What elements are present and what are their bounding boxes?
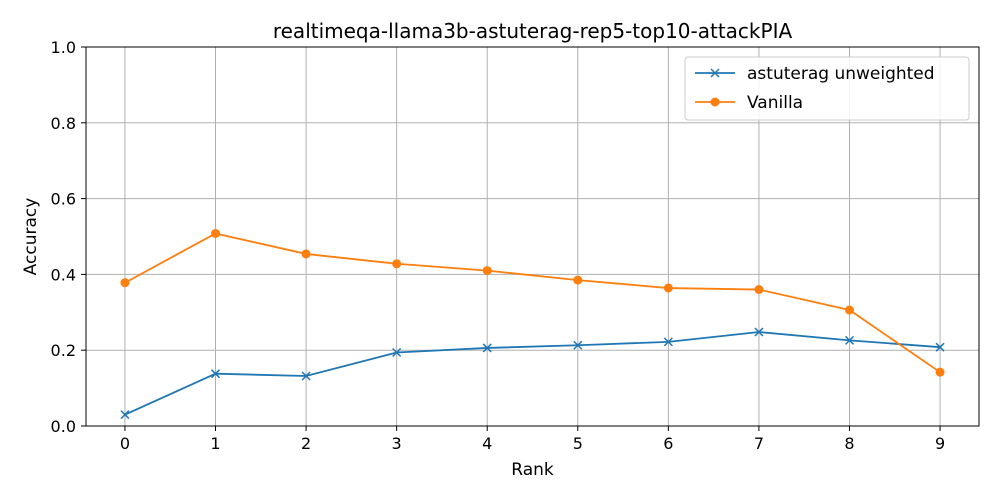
data-point <box>211 228 221 238</box>
data-point <box>120 410 130 420</box>
data-point <box>573 275 583 285</box>
series-1 <box>120 228 945 377</box>
series-layer <box>120 228 945 420</box>
x-tick-label: 4 <box>482 434 492 453</box>
x-tick-label: 6 <box>663 434 673 453</box>
plot-frame <box>85 46 980 427</box>
legend-label: Vanilla <box>747 93 803 113</box>
y-tick-label: 1.0 <box>51 38 76 57</box>
legend-box <box>684 56 970 121</box>
x-tick-label: 0 <box>120 434 130 453</box>
x-axis-label: Rank <box>511 460 554 480</box>
x-tick-label: 8 <box>844 434 854 453</box>
data-point <box>754 327 764 337</box>
x-tick-label: 5 <box>573 434 583 453</box>
y-tick-label: 0.2 <box>51 341 76 360</box>
x-tick-label: 7 <box>754 434 764 453</box>
data-point <box>482 266 492 276</box>
legend-label: astuterag unweighted <box>747 64 935 84</box>
y-tick-label: 0.8 <box>51 114 76 133</box>
data-point <box>301 371 311 381</box>
series-line <box>124 232 941 373</box>
y-axis-label: Accuracy <box>21 198 41 276</box>
data-point <box>392 259 402 269</box>
legend-item: astuterag unweighted <box>695 64 935 84</box>
data-point <box>663 283 673 293</box>
data-point <box>663 337 673 347</box>
data-point <box>482 343 492 353</box>
ticks: 0 1 2 3 4 5 6 7 8 9 0.0 0.2 0.4 0.6 0.8 1.0 <box>51 38 946 453</box>
data-point <box>844 335 855 345</box>
x-tick-label: 3 <box>392 434 402 453</box>
data-point <box>392 347 402 358</box>
y-tick-label: 0.4 <box>51 265 76 284</box>
series-0 <box>120 327 945 420</box>
chart-title: realtimeqa-llama3b-astuterag-rep5-top10-… <box>273 19 793 43</box>
legend-item: Vanilla <box>695 93 803 113</box>
y-tick-label: 0.6 <box>51 190 76 209</box>
legend-marker <box>710 97 720 107</box>
legend-marker <box>710 68 720 78</box>
x-tick-label: 2 <box>301 434 311 453</box>
y-tick-label: 0.0 <box>51 417 76 436</box>
x-tick-label: 1 <box>210 434 220 453</box>
legend: astuterag unweighted Vanilla <box>684 56 970 121</box>
series-line <box>124 331 941 416</box>
data-point <box>935 342 945 352</box>
data-point <box>210 369 221 379</box>
data-point <box>935 367 945 377</box>
data-point <box>301 249 311 259</box>
data-point <box>573 340 583 350</box>
data-point <box>120 278 130 288</box>
data-point <box>754 285 764 295</box>
x-tick-label: 9 <box>935 434 945 453</box>
data-point <box>844 305 854 315</box>
